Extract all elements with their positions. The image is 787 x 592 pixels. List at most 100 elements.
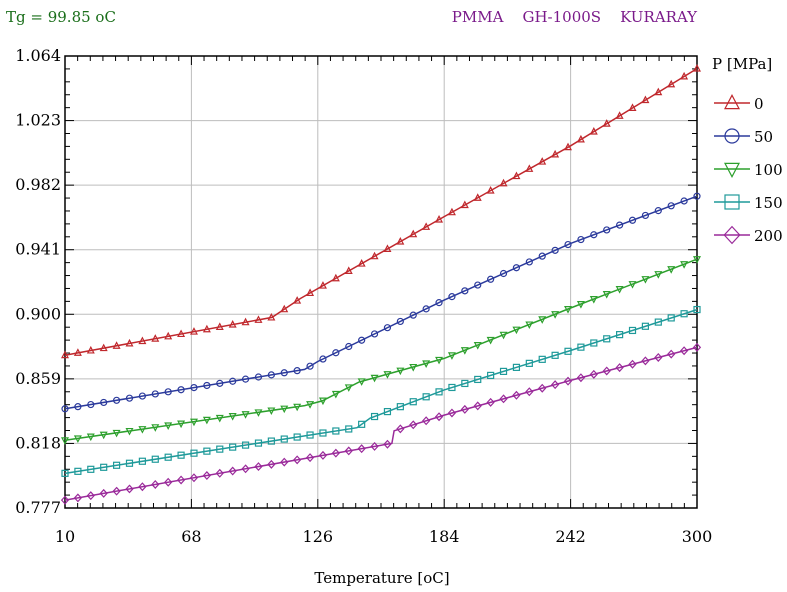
- series-line-0: [64, 67, 698, 356]
- series-marker-150: [164, 453, 172, 461]
- series-marker-50: [254, 373, 263, 381]
- legend-item-0: 0: [714, 94, 764, 113]
- series-marker-150: [241, 441, 250, 449]
- series-marker-0: [112, 341, 121, 349]
- legend-marker-50: [724, 128, 740, 144]
- series-marker-150: [177, 451, 185, 459]
- series-marker-100: [538, 316, 547, 324]
- series-marker-200: [228, 466, 237, 476]
- series-marker-150: [538, 355, 546, 363]
- series-marker-100: [628, 281, 637, 289]
- x-axis-label: Temperature [oC]: [314, 569, 449, 587]
- series-marker-150: [564, 347, 572, 355]
- series-marker-0: [215, 322, 224, 330]
- series-marker-150: [667, 314, 675, 322]
- series-marker-200: [409, 420, 418, 430]
- series-marker-150: [616, 331, 624, 339]
- series-marker-200: [473, 401, 482, 411]
- series-marker-50: [306, 362, 314, 370]
- series-marker-50: [525, 258, 533, 266]
- series-marker-200: [641, 356, 650, 366]
- series-marker-0: [61, 350, 69, 359]
- series-marker-100: [641, 276, 650, 284]
- series-marker-200: [318, 450, 328, 460]
- series-marker-0: [628, 103, 637, 111]
- series-marker-100: [499, 331, 508, 340]
- series-marker-0: [331, 273, 340, 282]
- series-marker-0: [254, 315, 263, 323]
- series-marker-100: [112, 429, 121, 438]
- series-marker-50: [538, 252, 546, 260]
- series-marker-150: [512, 363, 521, 371]
- series-marker-150: [267, 437, 275, 445]
- series-marker-50: [112, 396, 121, 404]
- series-marker-200: [86, 491, 95, 501]
- y-tick-label-0: 0.777: [15, 498, 61, 517]
- series-marker-50: [564, 240, 572, 249]
- series-marker-100: [589, 296, 598, 304]
- series-marker-200: [125, 484, 134, 494]
- series-marker-150: [203, 447, 211, 455]
- x-tick-label-5: 300: [682, 527, 713, 546]
- legend: P [MPa] 0 50 100 150 200: [712, 55, 783, 245]
- legend-label-100: 100: [754, 161, 783, 179]
- series-marker-0: [280, 304, 289, 313]
- series-marker-100: [331, 390, 340, 399]
- grid: [64, 55, 698, 509]
- series-marker-50: [448, 293, 456, 301]
- series-marker-200: [396, 424, 405, 434]
- series-marker-150: [190, 449, 198, 457]
- series-marker-0: [151, 334, 160, 342]
- series-marker-100: [177, 420, 186, 429]
- series-marker-100: [680, 261, 689, 269]
- series-marker-150: [319, 429, 327, 437]
- series-marker-150: [680, 310, 688, 318]
- series-marker-200: [434, 412, 444, 422]
- series-marker-0: [228, 320, 237, 328]
- series-line-50: [64, 195, 698, 410]
- series-marker-50: [164, 388, 172, 396]
- series-marker-100: [409, 363, 418, 372]
- series-marker-0: [499, 178, 508, 187]
- series-marker-150: [306, 431, 314, 439]
- series-marker-0: [602, 119, 611, 127]
- x-tick-label-0: 10: [55, 527, 75, 546]
- series-marker-0: [473, 193, 482, 201]
- series-marker-200: [576, 373, 586, 383]
- series-marker-200: [538, 383, 547, 393]
- series-marker-50: [512, 264, 521, 272]
- series-marker-150: [216, 445, 224, 453]
- series-marker-150: [590, 339, 598, 347]
- series-marker-100: [447, 352, 456, 360]
- series-marker-200: [589, 369, 598, 379]
- plot-frame: [64, 55, 698, 509]
- series-marker-150: [332, 427, 340, 435]
- series-marker-50: [293, 367, 301, 375]
- series-marker-100: [370, 374, 379, 383]
- series-marker-150: [229, 443, 237, 451]
- series-marker-0: [564, 142, 573, 151]
- series-marker-200: [331, 448, 340, 458]
- series-marker-200: [60, 495, 70, 505]
- legend-label-50: 50: [754, 128, 773, 146]
- legend-marker-0: [724, 94, 740, 110]
- series-marker-0: [383, 244, 392, 252]
- series-marker-200: [679, 346, 689, 356]
- series-marker-50: [461, 287, 469, 295]
- series-marker-50: [396, 317, 404, 326]
- series-marker-150: [61, 469, 69, 477]
- legend-marker-100: [724, 162, 740, 178]
- series-marker-150: [551, 351, 559, 359]
- series-line-150: [64, 308, 698, 475]
- header-material-label: PMMA GH-1000S KURARAY: [452, 8, 698, 26]
- series-marker-100: [318, 397, 327, 406]
- series-marker-0: [512, 171, 521, 180]
- series-100: [61, 256, 701, 445]
- series-marker-200: [628, 359, 637, 369]
- series-marker-150: [654, 318, 662, 326]
- series-marker-100: [73, 435, 82, 444]
- series-marker-50: [474, 281, 482, 289]
- series-marker-50: [229, 377, 237, 385]
- y-tick-label-4: 0.941: [15, 240, 61, 259]
- series-marker-100: [615, 286, 624, 294]
